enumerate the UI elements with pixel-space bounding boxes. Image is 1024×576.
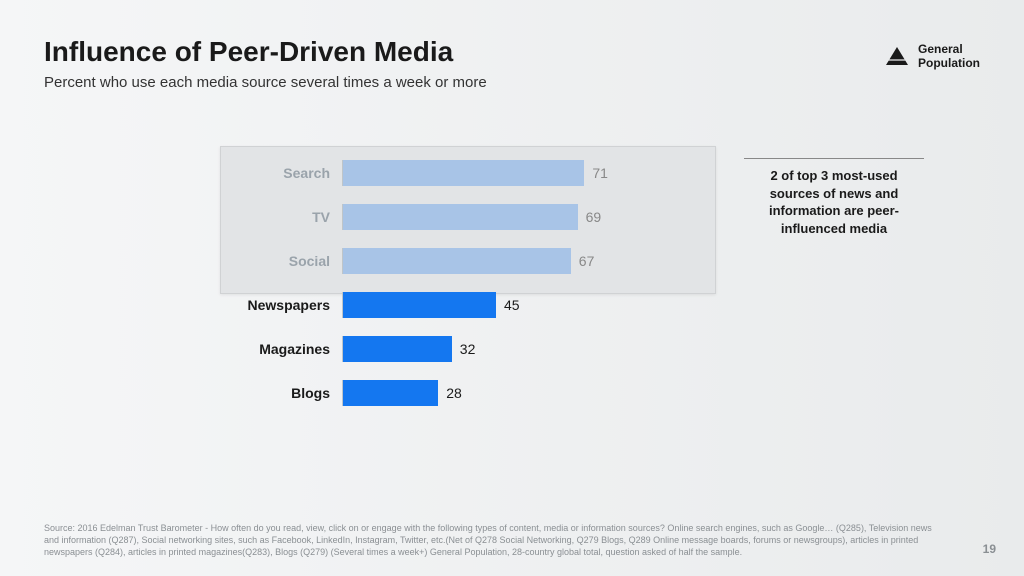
page-subtitle: Percent who use each media source severa… — [44, 74, 487, 91]
bar-value: 67 — [571, 248, 595, 274]
bar-value: 45 — [496, 292, 520, 318]
bar-track: 67 — [342, 248, 682, 274]
bar-row: Search 71 — [224, 158, 734, 188]
bar-row: Social 67 — [224, 246, 734, 276]
bar-track: 69 — [342, 204, 682, 230]
triangle-up-icon — [886, 47, 908, 65]
bar-track: 45 — [342, 292, 682, 318]
bar-label: Newspapers — [224, 297, 342, 313]
bar — [343, 204, 578, 230]
bar — [343, 160, 584, 186]
bar-row: Magazines 32 — [224, 334, 734, 364]
header: Influence of Peer-Driven Media Percent w… — [44, 36, 487, 91]
bar-label: Social — [224, 253, 342, 269]
page-number: 19 — [983, 542, 996, 556]
bar — [343, 248, 571, 274]
bar-label: Search — [224, 165, 342, 181]
bar-label: TV — [224, 209, 342, 225]
bar-row: Blogs 28 — [224, 378, 734, 408]
page-title: Influence of Peer-Driven Media — [44, 36, 487, 68]
bar-value: 71 — [584, 160, 608, 186]
callout-text: 2 of top 3 most-used sources of news and… — [744, 158, 924, 237]
bar-value: 69 — [578, 204, 602, 230]
legend-label: General Population — [918, 42, 980, 71]
source-footnote: Source: 2016 Edelman Trust Barometer - H… — [44, 522, 944, 558]
bar-chart: Search 71 TV 69 Social 67 Newspapers 45 Magazine… — [224, 158, 734, 422]
bar-value: 32 — [452, 336, 476, 362]
bar-row: TV 69 — [224, 202, 734, 232]
bar-label: Blogs — [224, 385, 342, 401]
legend: General Population — [886, 42, 980, 71]
bar-track: 28 — [342, 380, 682, 406]
bar-row: Newspapers 45 — [224, 290, 734, 320]
bar — [343, 292, 496, 318]
bar-track: 71 — [342, 160, 682, 186]
bar — [343, 336, 452, 362]
bar-track: 32 — [342, 336, 682, 362]
bar — [343, 380, 438, 406]
bar-label: Magazines — [224, 341, 342, 357]
bar-value: 28 — [438, 380, 462, 406]
